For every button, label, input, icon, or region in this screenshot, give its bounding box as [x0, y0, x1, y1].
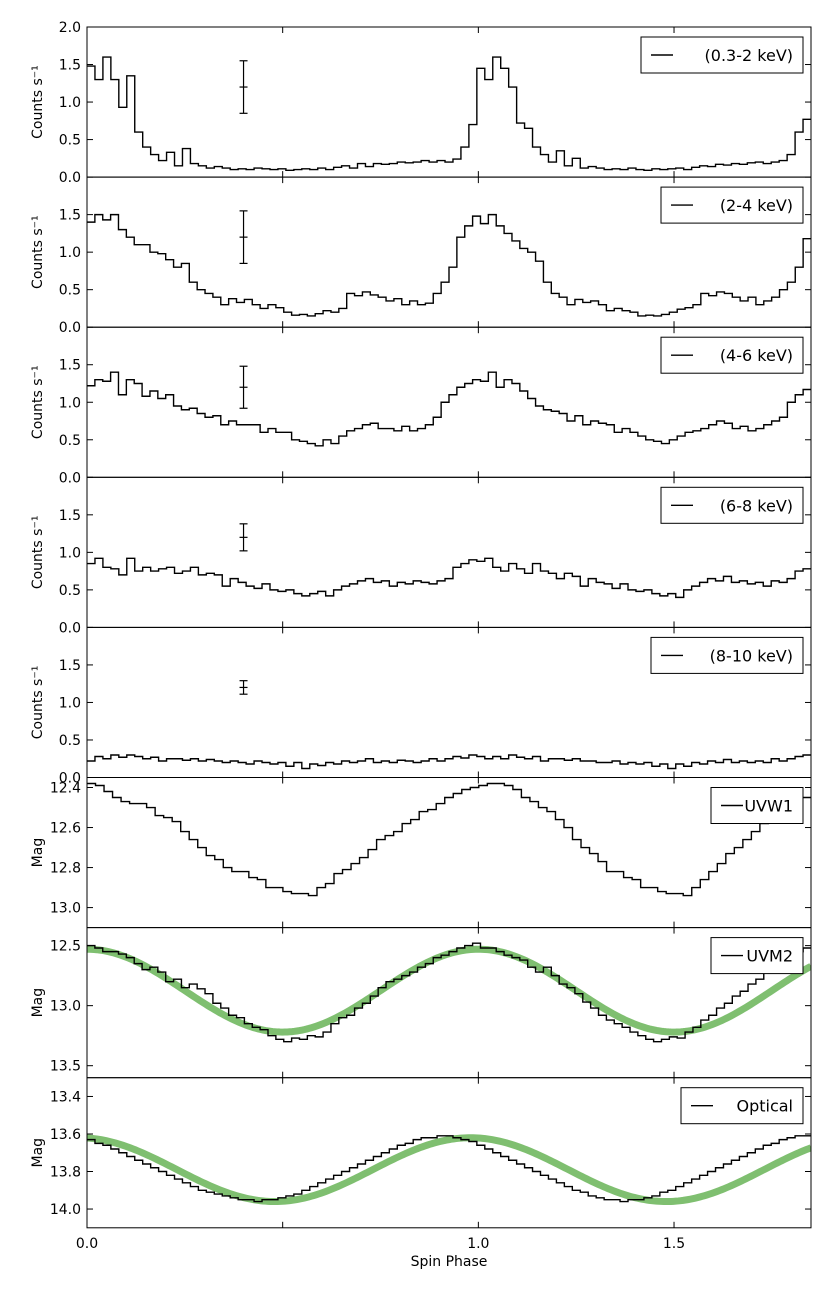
y-tick-label: 12.5 — [50, 939, 81, 955]
error-bar — [239, 60, 248, 114]
y-tick-label: 0.0 — [59, 170, 81, 186]
light-curve-step — [87, 371, 811, 447]
panel-5: 12.4 12.6 12.8 13.0 Mag UVW1 — [30, 777, 812, 929]
y-tick-label: 0.5 — [59, 283, 81, 299]
y-tick-label: 1.5 — [59, 358, 81, 374]
y-tick-label: 1.5 — [59, 508, 81, 524]
panel-3: 0.0 0.5 1.0 1.5 Counts s⁻¹ (6-8 keV) — [30, 476, 812, 636]
panel-0: 0.0 0.5 1.0 1.5 2.0 Counts s⁻¹ (0.3-2 keV) — [30, 20, 812, 186]
light-curve-step — [87, 942, 811, 1043]
y-axis-label: Counts s⁻¹ — [30, 516, 46, 590]
y-axis-label: Counts s⁻¹ — [30, 215, 46, 289]
light-curve-step — [87, 1135, 811, 1203]
error-bar — [239, 210, 248, 265]
error-bar — [239, 680, 248, 695]
light-curve-step — [87, 782, 811, 897]
y-tick-label: 1.0 — [59, 95, 81, 111]
legend-label: (2-4 keV) — [720, 196, 793, 215]
y-axis-label: Counts s⁻¹ — [30, 666, 46, 740]
light-curve-step — [87, 213, 811, 317]
y-axis-label: Counts s⁻¹ — [30, 365, 46, 439]
panel-4: 0.0 0.5 1.0 1.5 Counts s⁻¹ (8-10 keV) — [30, 626, 812, 787]
y-tick-label: 13.0 — [50, 999, 81, 1015]
panel-frame — [86, 1077, 812, 1229]
y-tick-label: 0.0 — [59, 320, 81, 336]
y-tick-label: 0.0 — [59, 771, 81, 787]
y-tick-label: 0.0 — [59, 470, 81, 486]
y-tick-label: 1.0 — [59, 545, 81, 561]
y-tick-label: 0.0 — [59, 620, 81, 636]
y-tick-label: 12.4 — [50, 781, 81, 797]
y-tick-label: 13.6 — [50, 1127, 81, 1143]
x-tick-label: 0.0 — [76, 1236, 98, 1252]
model-fit-curve — [87, 1134, 811, 1206]
y-tick-label: 2.0 — [59, 20, 81, 36]
y-axis-label: Mag — [30, 838, 46, 868]
error-bar — [239, 365, 248, 409]
y-tick-label: 12.6 — [50, 821, 81, 837]
panel-7: 13.4 13.6 13.8 14.0 Mag Optical — [30, 1077, 812, 1229]
y-axis-label: Mag — [30, 988, 46, 1018]
y-tick-label: 13.5 — [50, 1059, 81, 1075]
legend-label: (6-8 keV) — [720, 496, 793, 515]
error-bar — [239, 523, 248, 552]
y-tick-label: 1.0 — [59, 245, 81, 261]
legend-label: UVM2 — [746, 947, 793, 966]
y-axis-label: Mag — [30, 1138, 46, 1168]
y-tick-label: 0.5 — [59, 583, 81, 599]
x-axis-label: Spin Phase — [411, 1254, 488, 1270]
legend-label: (4-6 keV) — [720, 346, 793, 365]
y-tick-label: 1.5 — [59, 208, 81, 224]
y-tick-label: 0.5 — [59, 733, 81, 749]
panel-6: 12.5 13.0 13.5 Mag UVM2 — [30, 927, 812, 1079]
panel-1: 0.0 0.5 1.0 1.5 Counts s⁻¹ (2-4 keV) — [30, 176, 812, 336]
y-tick-label: 13.8 — [50, 1165, 81, 1181]
y-tick-label: 1.5 — [59, 658, 81, 674]
y-tick-label: 13.4 — [50, 1089, 81, 1105]
y-tick-label: 0.5 — [59, 433, 81, 449]
y-tick-label: 12.8 — [50, 861, 81, 877]
y-tick-label: 1.5 — [59, 58, 81, 74]
light-curve-step — [87, 56, 811, 172]
y-tick-label: 0.5 — [59, 133, 81, 149]
y-tick-label: 1.0 — [59, 695, 81, 711]
legend-label: (8-10 keV) — [710, 646, 793, 665]
y-tick-label: 13.0 — [50, 901, 81, 917]
panel-2: 0.0 0.5 1.0 1.5 Counts s⁻¹ (4-6 keV) — [30, 326, 812, 486]
y-tick-label: 1.0 — [59, 395, 81, 411]
panel-frame — [86, 777, 812, 929]
light-curve-step — [87, 557, 811, 599]
light-curve-step — [87, 754, 811, 770]
x-tick-label: 1.0 — [467, 1236, 489, 1252]
legend-label: Optical — [736, 1097, 793, 1116]
y-tick-label: 14.0 — [50, 1202, 81, 1218]
legend-label: (0.3-2 keV) — [705, 46, 793, 65]
y-axis-label: Counts s⁻¹ — [30, 65, 46, 139]
x-tick-label: 1.5 — [663, 1236, 685, 1252]
legend-label: UVW1 — [744, 797, 793, 816]
